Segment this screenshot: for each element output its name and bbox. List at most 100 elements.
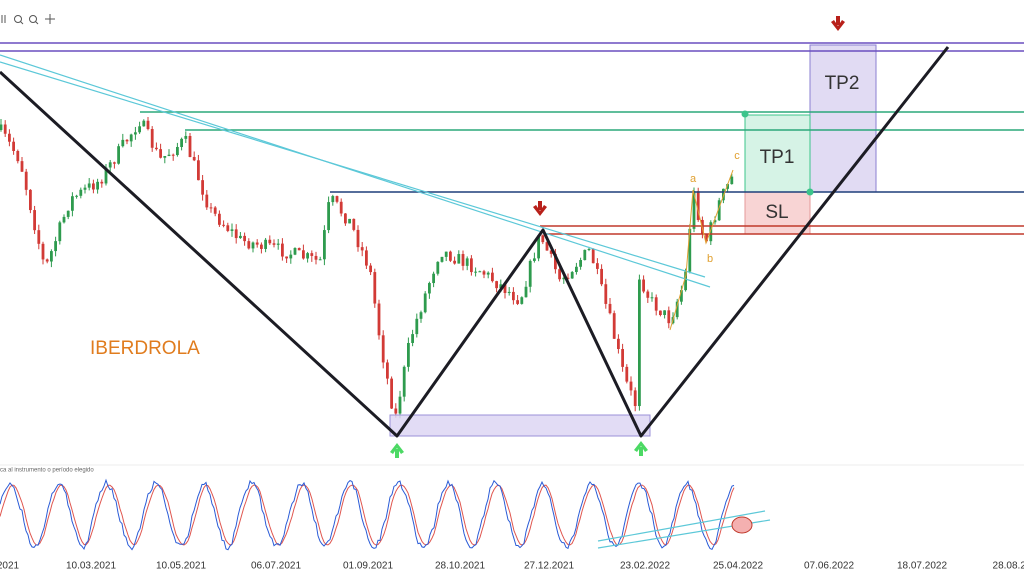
zone-label: TP2 xyxy=(825,73,860,94)
candle-body xyxy=(398,396,402,414)
candle-body xyxy=(524,286,528,298)
candle-body xyxy=(499,284,503,289)
candle-body xyxy=(171,154,175,156)
candle-body xyxy=(155,147,158,150)
candle-body xyxy=(554,253,557,270)
candle-body xyxy=(436,261,440,274)
candle-body xyxy=(45,259,49,262)
candle-body xyxy=(705,234,708,242)
arrow-up xyxy=(390,443,404,458)
candle-body xyxy=(335,196,339,202)
candle-body xyxy=(675,301,679,318)
candle-body xyxy=(108,162,112,168)
candle-body xyxy=(268,239,272,244)
candle-body xyxy=(314,255,318,260)
candle-body xyxy=(537,235,540,259)
candle-body xyxy=(491,272,494,282)
candle-body xyxy=(297,248,301,251)
candle-body xyxy=(41,243,45,260)
x-tick-label: 10.03.2021 xyxy=(66,561,116,572)
candle-body xyxy=(667,310,671,324)
candle-body xyxy=(129,134,133,142)
candle-body xyxy=(344,213,347,224)
candle-body xyxy=(440,256,444,262)
candle-body xyxy=(386,362,389,379)
candle-body xyxy=(591,248,595,264)
sl-zone xyxy=(744,191,811,235)
candle-body xyxy=(159,149,162,158)
arrow-up xyxy=(634,441,648,456)
candle-body xyxy=(654,297,658,311)
candle-body xyxy=(696,191,700,220)
candle-body xyxy=(688,228,692,272)
candle-body xyxy=(205,194,209,208)
candle-body xyxy=(583,249,587,261)
candle-body xyxy=(365,250,368,266)
candle-body xyxy=(717,200,721,221)
candle-body xyxy=(373,272,377,304)
candle-body xyxy=(176,146,179,156)
candle-body xyxy=(331,196,335,203)
candle-body xyxy=(625,366,629,382)
candle-body xyxy=(608,303,612,314)
candle-body xyxy=(50,251,53,262)
support-zone xyxy=(389,414,651,437)
candle-body xyxy=(478,271,482,273)
candle-body xyxy=(138,126,141,133)
candle-body xyxy=(3,124,7,134)
candle-body xyxy=(638,279,641,407)
candle-body xyxy=(415,318,419,335)
tp1-zone xyxy=(744,114,811,193)
candle-body xyxy=(150,129,154,148)
candle-body xyxy=(495,281,498,289)
candle-body xyxy=(117,146,120,164)
candle-body xyxy=(449,251,452,261)
candle-body xyxy=(453,260,456,264)
candle-body xyxy=(100,181,104,184)
candle-body xyxy=(255,242,259,245)
candle-body xyxy=(306,253,309,259)
candle-body xyxy=(83,187,87,190)
candle-body xyxy=(87,183,91,188)
x-tick-label: 2021 xyxy=(0,561,20,572)
candle-body xyxy=(562,277,566,280)
candle-body xyxy=(348,218,351,224)
trendline xyxy=(597,510,766,542)
candle-body xyxy=(470,258,473,273)
candle-body xyxy=(318,259,322,261)
candle-body xyxy=(629,381,633,391)
candle-body xyxy=(684,271,687,291)
candle-body xyxy=(142,120,146,127)
candle-body xyxy=(58,222,62,242)
candle-body xyxy=(239,235,242,239)
candle-body xyxy=(16,150,20,162)
trendline xyxy=(0,61,706,278)
candle-body xyxy=(0,124,3,130)
x-tick-label: 28.08.20 xyxy=(993,561,1024,572)
pattern-line xyxy=(0,46,950,438)
candle-body xyxy=(549,250,553,254)
candle-body xyxy=(579,260,582,267)
candle-body xyxy=(184,135,188,139)
candle-body xyxy=(360,247,364,251)
candle-body xyxy=(24,171,28,190)
candle-body xyxy=(209,207,213,209)
candle-body xyxy=(461,254,465,266)
candle-body xyxy=(192,156,196,161)
candle-body xyxy=(570,272,574,279)
candle-body xyxy=(516,300,519,304)
candle-body xyxy=(29,189,32,211)
wave-label: b xyxy=(707,253,713,265)
candle-body xyxy=(566,277,570,279)
candle-body xyxy=(633,390,637,407)
candle-body xyxy=(62,216,66,223)
candle-body xyxy=(79,189,83,196)
candle-body xyxy=(251,242,255,249)
candle-body xyxy=(293,248,297,255)
candle-body xyxy=(163,156,167,158)
x-axis: 2021 10.03.2021 10.05.2021 06.07.2021 01.09.… xyxy=(0,561,1024,572)
zone-label: TP1 xyxy=(760,147,795,168)
asset-label: IBERDROLA xyxy=(90,338,200,359)
candle-body xyxy=(323,230,326,260)
